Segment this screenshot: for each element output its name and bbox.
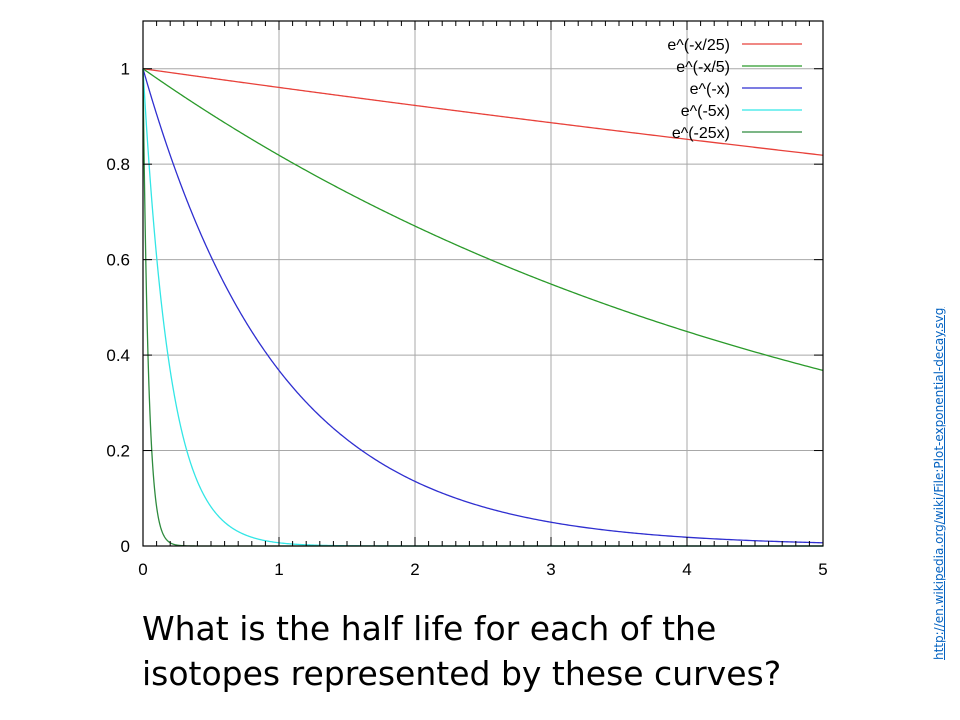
legend-label-4: e^(-5x) — [681, 103, 730, 120]
question-line-1: What is the half life for each of the — [142, 609, 717, 648]
plot-frame — [142, 20, 824, 547]
axes: 0 1 2 3 4 5 0 0.2 0.4 0.6 0.8 1 — [106, 20, 828, 579]
y-tick-label: 0.2 — [106, 442, 130, 461]
x-tick-label: 2 — [410, 560, 419, 579]
decay-chart: e^(-x/25) e^(-x/5) e^(-x) e^(-5x) e^(-25x) 0… — [106, 20, 828, 579]
y-tick-label: 0 — [121, 537, 130, 556]
legend-label-3: e^(-x) — [690, 81, 730, 98]
legend: e^(-x/25) e^(-x/5) e^(-x) e^(-5x) e^(-25x) — [667, 37, 802, 142]
series-line-2 — [142, 68, 824, 372]
question-text: What is the half life for each of the is… — [142, 606, 862, 696]
x-tick-label: 1 — [274, 560, 283, 579]
legend-label-5: e^(-25x) — [672, 125, 730, 142]
series-line-1 — [142, 68, 824, 156]
question-line-2: isotopes represented by these curves? — [142, 654, 782, 693]
y-tick-label: 0.6 — [106, 251, 130, 270]
x-tick-label: 0 — [138, 560, 147, 579]
x-tick-label: 3 — [546, 560, 555, 579]
y-tick-label: 0.4 — [106, 346, 130, 365]
legend-label-1: e^(-x/25) — [667, 37, 730, 54]
y-tick-label: 1 — [121, 60, 130, 79]
source-link[interactable]: http://en.wikipedia.org/wiki/File:Plot-e… — [932, 307, 946, 660]
y-tick-label: 0.8 — [106, 155, 130, 174]
legend-label-2: e^(-x/5) — [676, 59, 730, 76]
x-tick-label: 5 — [818, 560, 827, 579]
x-tick-label: 4 — [682, 560, 691, 579]
series-line-3 — [142, 68, 824, 544]
grid — [143, 21, 823, 546]
